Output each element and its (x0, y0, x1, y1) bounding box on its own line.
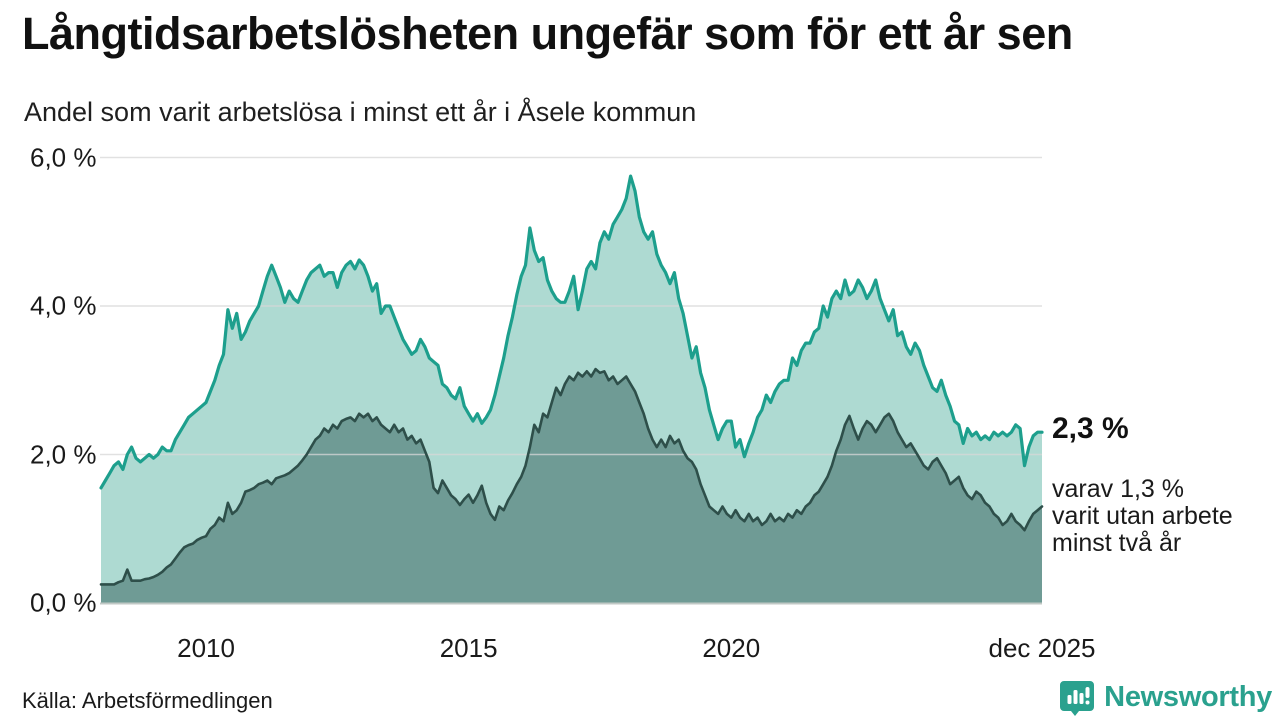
source-text: Källa: Arbetsförmedlingen (22, 688, 273, 713)
latest-value-detail-line: varav 1,3 % (1052, 475, 1185, 503)
x-tick-label: 2015 (439, 633, 498, 663)
y-tick-label: 2,0 % (30, 439, 97, 469)
latest-value-detail: varav 1,3 % varit utan arbete minst två … (1052, 476, 1233, 557)
newsworthy-brand: Newsworthy (1058, 678, 1272, 716)
newsworthy-brand-text: Newsworthy (1104, 680, 1272, 713)
y-tick-label: 6,0 % (30, 142, 97, 172)
x-tick-label: dec 2025 (988, 633, 1096, 663)
y-tick-label: 0,0 % (30, 587, 97, 618)
latest-value-detail-line: varit utan arbete (1052, 502, 1233, 530)
newsworthy-logo-icon (1060, 681, 1095, 716)
x-tick-label: 2020 (702, 633, 761, 663)
line-minst-tva-ar (99, 367, 1044, 586)
x-tick-label: 2010 (177, 633, 235, 663)
chart-subtitle: Andel som varit arbetslösa i minst ett å… (24, 97, 697, 127)
latest-value-label: 2,3 % (1052, 412, 1129, 445)
page-title: Långtidsarbetslösheten ungefär som för e… (22, 8, 1073, 59)
area-minst-tva-ar (101, 369, 1042, 603)
latest-value-detail-line: minst två år (1052, 529, 1182, 557)
y-tick-label: 4,0 % (30, 290, 97, 321)
line-minst-ett-ar (99, 174, 1044, 490)
